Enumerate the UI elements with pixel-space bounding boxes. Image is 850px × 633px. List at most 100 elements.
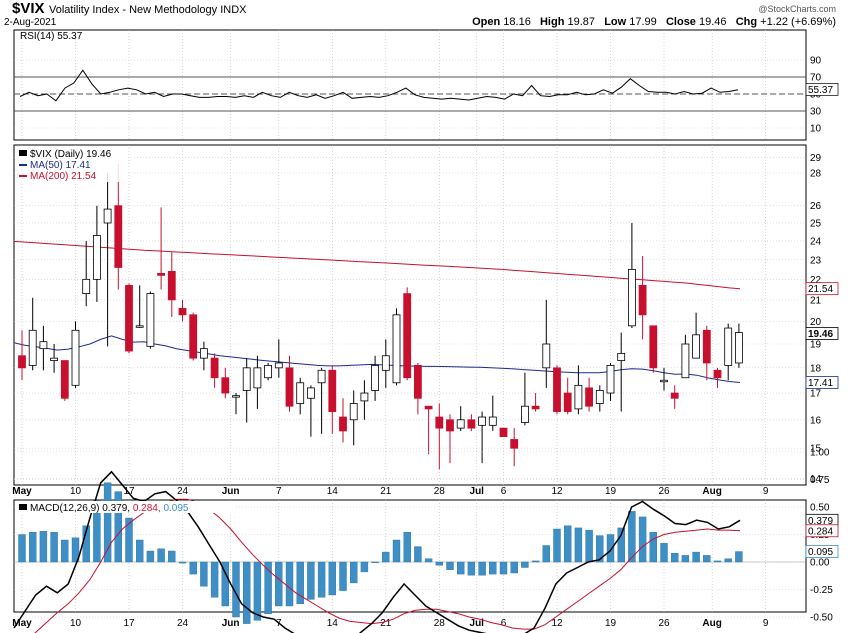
macd-histogram-bar [553, 528, 561, 563]
candle [606, 362, 615, 401]
candle [157, 207, 166, 290]
macd-histogram-bar [703, 555, 711, 563]
candle-body [274, 362, 283, 369]
candle-body [521, 405, 529, 423]
macd-histogram-bar [360, 561, 369, 573]
candle [82, 240, 91, 307]
candle [221, 367, 230, 399]
price-x-tick-label: 28 [434, 486, 446, 497]
macd-legend-bg [16, 501, 236, 513]
rsi-legend-bg [17, 32, 25, 40]
rsi-legend: RSI(14) 55.37 [20, 31, 83, 42]
macd-histogram-bar [414, 546, 422, 563]
candle [264, 362, 273, 381]
candle [424, 405, 433, 455]
candle-body [114, 205, 123, 268]
candle [638, 255, 647, 340]
price-y-tick-label: 19 [810, 339, 822, 350]
low-value: 17.99 [629, 16, 657, 28]
rsi-last-value-label: 55.37 [808, 85, 833, 96]
price-x-tick-label: 9 [763, 486, 769, 497]
price-y-tick-label: 16 [810, 415, 822, 426]
high-label: High [539, 16, 565, 28]
price-x-tick-label: 6 [501, 486, 507, 497]
price-x-tick-label: 7 [276, 486, 282, 497]
macd-legend-swatch [19, 504, 27, 510]
macd-legend-part: 0.095 [163, 503, 188, 514]
macd-histogram-bar [157, 548, 165, 563]
macd-histogram-bar [135, 539, 144, 563]
macd-histogram-bar [253, 561, 262, 621]
candle-body [585, 387, 593, 407]
macd-histogram-bar [307, 561, 315, 600]
macd-histogram-bar [93, 500, 101, 563]
candle [392, 308, 401, 386]
candle-body [595, 390, 604, 404]
candle [178, 299, 187, 322]
macd-histogram-bar [521, 561, 529, 568]
candle-body [456, 419, 465, 429]
macd-histogram-bar [125, 517, 133, 563]
ma200-line [13, 240, 741, 290]
candle-body [563, 392, 572, 412]
candle [692, 312, 700, 359]
high-value: 19.87 [567, 16, 596, 28]
macd-x-tick-label: 21 [380, 618, 392, 629]
candle [456, 406, 465, 431]
chg-value: +1.22 (+6.69%) [760, 16, 836, 28]
price-x-tick-label: Aug [702, 486, 721, 497]
candle-body [242, 367, 251, 391]
candle [531, 393, 540, 412]
candle-body [617, 352, 626, 361]
macd-histogram-bar [574, 527, 583, 563]
candle-body [232, 395, 240, 398]
macd-legend: MACD(12,26,9) 0.379, 0.284, 0.095 [30, 503, 189, 514]
open-value: 18.16 [503, 16, 531, 28]
candle-body [467, 419, 476, 429]
candle [713, 367, 722, 388]
macd-histogram-bar [200, 561, 208, 587]
candle [274, 339, 283, 378]
macd-x-tick-label: 24 [177, 618, 189, 629]
candle-body [82, 278, 91, 295]
price-legend-symbol: $VIX (Daily) 19.46 [30, 149, 112, 160]
ma200-last-label: 21.54 [808, 284, 833, 295]
price-y-tick-label: 24 [810, 236, 822, 247]
macd-histogram-bar [681, 555, 690, 563]
candle-body [328, 369, 337, 412]
candle [446, 414, 454, 464]
ma50-last-label-box [805, 376, 839, 389]
candle [328, 365, 337, 434]
candle [574, 365, 583, 415]
price-x-tick-label: Jul [470, 486, 485, 497]
macd-histogram-bar [50, 532, 58, 563]
macd-x-tick-label: 17 [123, 618, 135, 629]
candle-body [349, 403, 358, 421]
candle [435, 403, 444, 470]
price-y-tick-label: 22 [810, 275, 822, 286]
price-legend-bg [16, 146, 126, 182]
candle-body [392, 314, 401, 384]
macd-histogram-bar [178, 561, 187, 564]
candle [199, 341, 208, 371]
candle [403, 287, 412, 381]
price-y-tick-label: 15 [810, 444, 822, 455]
candle-body [381, 355, 390, 371]
candle-body [488, 416, 497, 426]
candle [93, 205, 101, 302]
candle [488, 395, 497, 431]
macd-histogram-bar [489, 561, 497, 575]
candle [413, 362, 422, 415]
candle [146, 291, 155, 349]
rsi-y-tick-label: 70 [810, 73, 822, 84]
candle-body [531, 405, 540, 410]
macd-histogram-bar [232, 561, 240, 618]
candle-body [157, 272, 166, 276]
macd-y-tick-label: -0.50 [810, 613, 833, 624]
macd-histogram-bar [617, 527, 625, 563]
candle-body [724, 327, 733, 366]
candle-body [60, 360, 69, 399]
candle [681, 334, 690, 379]
candle [467, 414, 476, 431]
